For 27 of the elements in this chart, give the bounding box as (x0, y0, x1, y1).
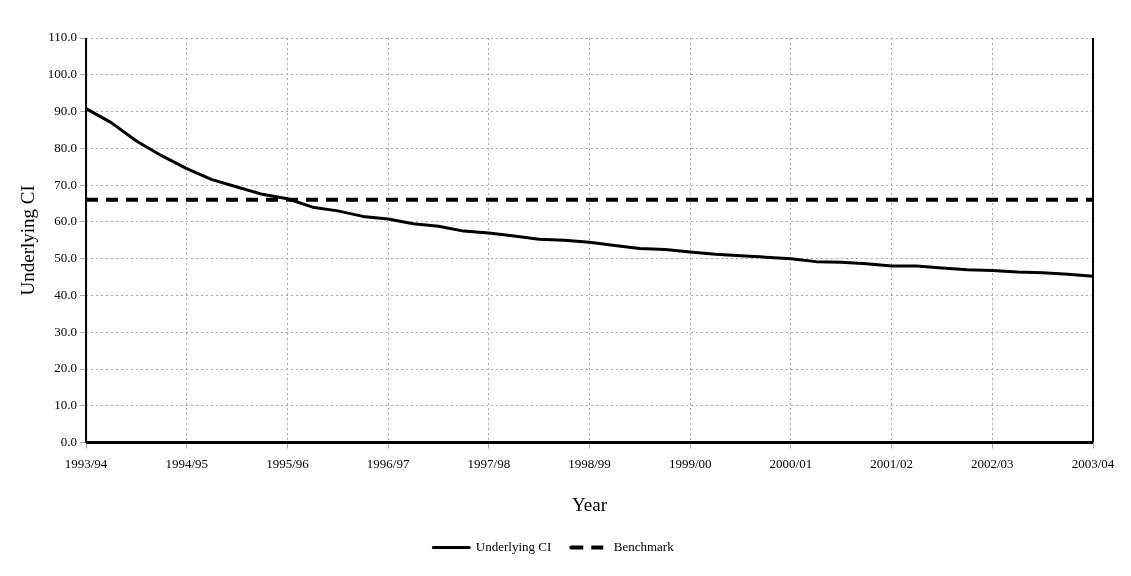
y-tick-label: 0.0 (60, 434, 78, 450)
x-tick-label: 1998/99 (568, 455, 611, 471)
legend-label: Benchmark (613, 538, 675, 554)
x-axis-title: Year (572, 493, 608, 515)
y-tick-label: 50.0 (54, 250, 78, 266)
legend-label: Underlying CI (475, 538, 552, 554)
y-tick-label: 60.0 (54, 213, 78, 229)
x-tick-label: 1996/97 (366, 455, 410, 471)
x-tick-label: 1993/94 (64, 455, 108, 471)
y-tick-label: 70.0 (54, 176, 78, 192)
x-tick-label: 2001/02 (870, 455, 913, 471)
x-tick-label: 1999/00 (668, 455, 712, 471)
y-tick-label: 10.0 (54, 397, 78, 413)
x-tick-label: 1997/98 (467, 455, 511, 471)
y-tick-label: 40.0 (54, 286, 78, 302)
y-tick-label: 20.0 (54, 360, 78, 376)
x-tick-label: 1995/96 (266, 455, 310, 471)
y-tick-label: 80.0 (54, 139, 78, 155)
x-tick-label: 2002/03 (970, 455, 1014, 471)
y-tick-label: 100.0 (47, 66, 78, 82)
y-tick-label: 90.0 (54, 102, 78, 118)
y-tick-label: 110.0 (48, 29, 78, 45)
x-tick-label: 1994/95 (165, 455, 209, 471)
y-axis-title: Underlying CI (17, 185, 39, 296)
y-tick-label: 30.0 (54, 323, 78, 339)
x-tick-label: 2003/04 (1071, 455, 1115, 471)
x-tick-label: 2000/01 (769, 455, 813, 471)
